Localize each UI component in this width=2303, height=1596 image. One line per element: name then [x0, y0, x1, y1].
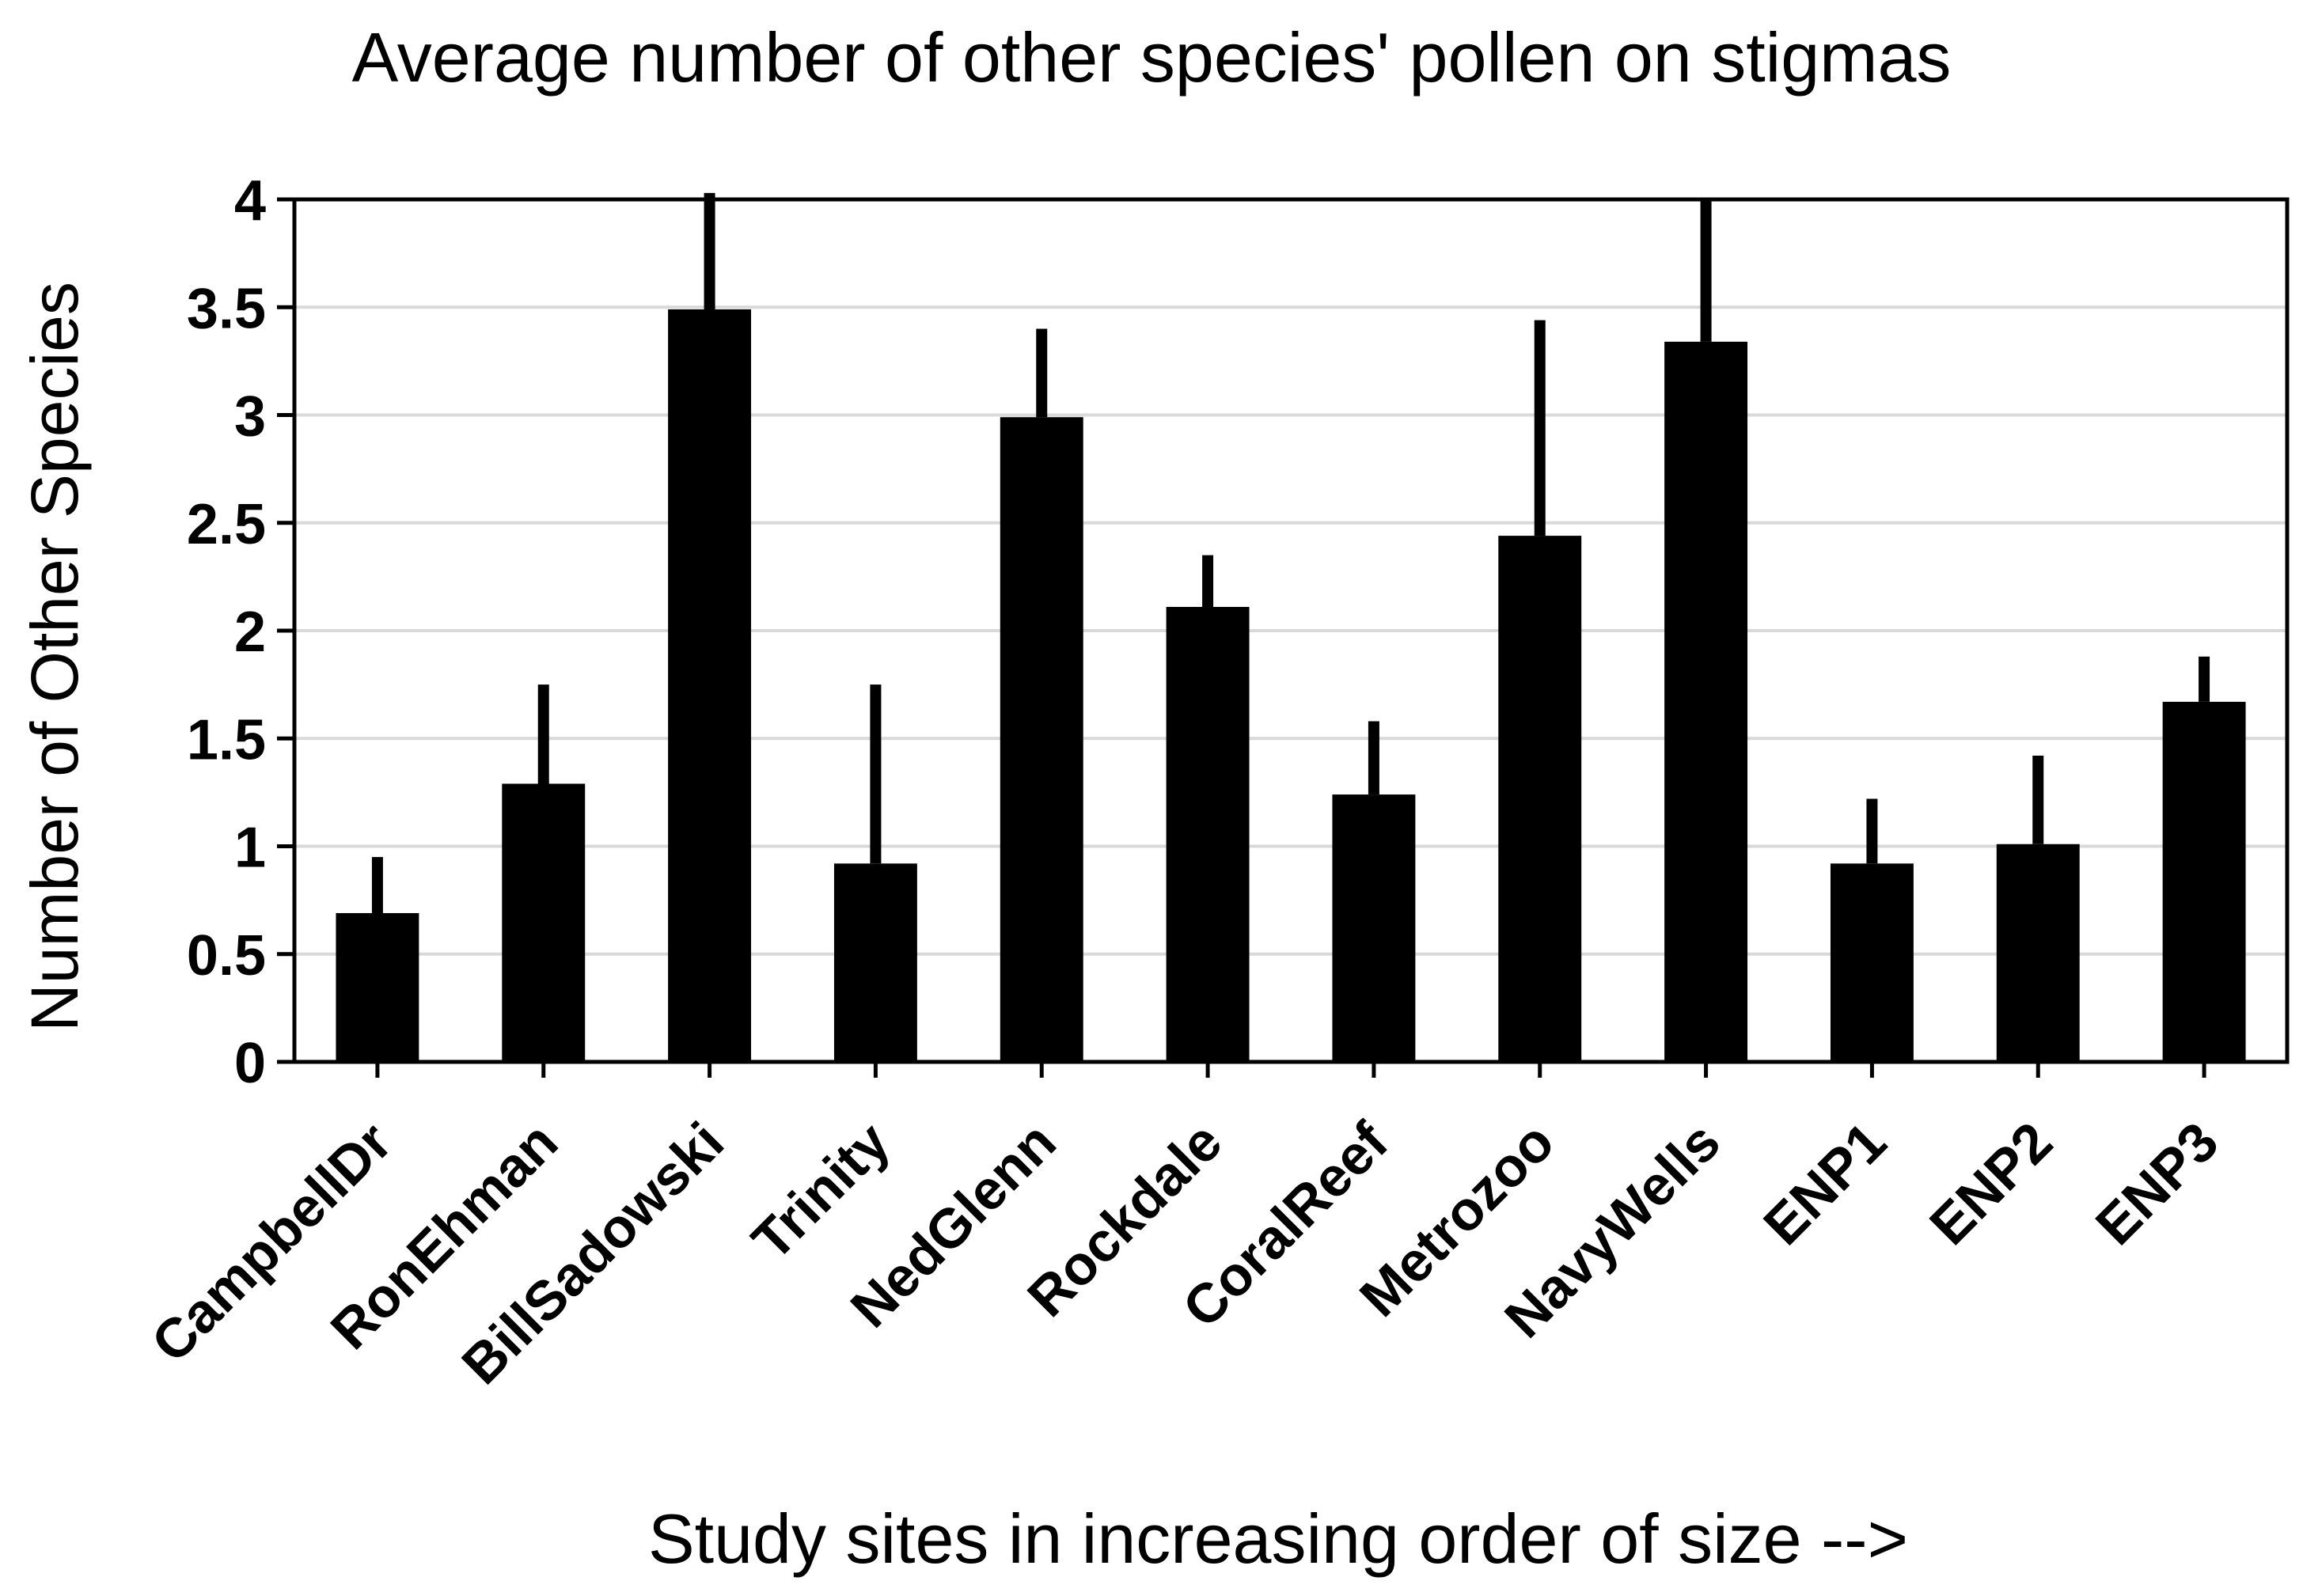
gridlines: [294, 305, 2287, 956]
bar-NavyWells: [1664, 341, 1748, 1063]
y-tick-label: 3.5: [187, 277, 266, 340]
y-tick-label: 1: [234, 817, 266, 880]
bar-Metrozoo: [1498, 536, 1582, 1062]
chart-title: Average number of other species' pollen …: [352, 18, 1952, 97]
y-tick-label: 0.5: [187, 924, 266, 988]
y-tick-label: 1.5: [187, 708, 266, 771]
y-axis-label: Number of Other Species: [17, 282, 92, 1032]
bar-CoralReef: [1332, 794, 1416, 1062]
bar-BillSadowski: [668, 309, 752, 1063]
y-tick-label: 2: [234, 601, 266, 664]
x-axis-label: Study sites in increasing order of size …: [648, 1499, 1908, 1578]
bar-RonEhman: [502, 783, 586, 1062]
bar-Trinity: [833, 863, 917, 1062]
bar-ENP2: [1996, 843, 2080, 1062]
y-tick-label: 3: [234, 385, 266, 449]
bar-ENP1: [1830, 863, 1914, 1062]
bar-CampbellDr: [336, 912, 419, 1062]
bar-NedGlenn: [1000, 417, 1083, 1062]
bar-ENP3: [2162, 701, 2246, 1062]
y-tick-label: 2.5: [187, 493, 266, 556]
y-axis-ticks: 0 0.5 1 1.5 2 2.5 3 3.5 4: [187, 169, 294, 1095]
y-tick-label: 4: [234, 169, 266, 233]
bar-Rockdale: [1166, 607, 1250, 1062]
error-bars: [371, 192, 2210, 913]
bars: [336, 309, 2246, 1063]
y-tick-label: 0: [234, 1032, 266, 1095]
